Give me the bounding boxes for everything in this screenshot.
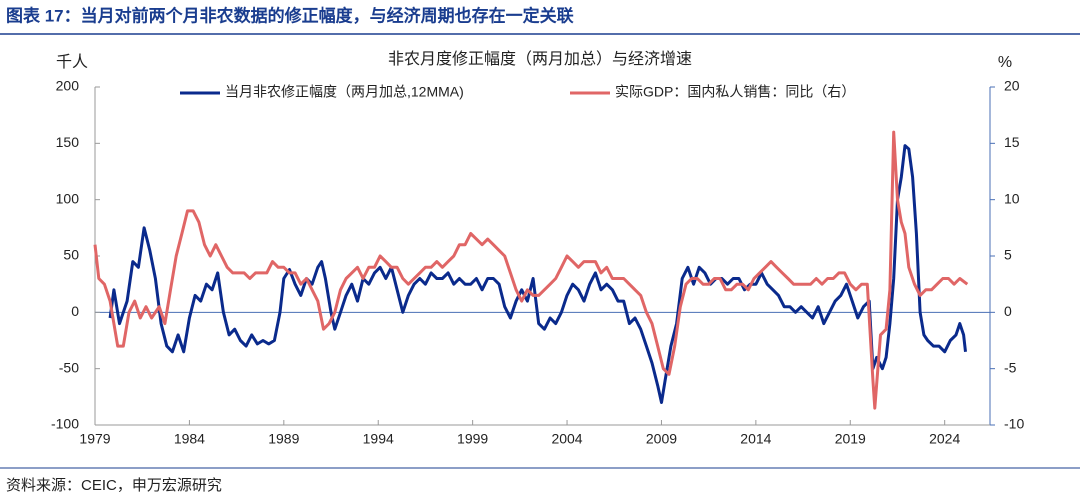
y2-tick-label: -10 xyxy=(1004,416,1024,432)
legend-label: 当月非农修正幅度（两月加总,12MMA) xyxy=(225,84,464,100)
y-tick-label: 150 xyxy=(56,134,80,150)
y2-tick-label: 15 xyxy=(1004,134,1020,150)
series-line xyxy=(93,130,969,410)
x-tick-label: 1999 xyxy=(457,431,488,447)
source: 资料来源：CEIC，申万宏源研究 xyxy=(6,477,222,494)
x-tick-label: 1994 xyxy=(363,431,394,447)
y-tick-label: -100 xyxy=(51,416,79,432)
y-tick-label: 100 xyxy=(56,190,80,206)
x-tick-label: 2019 xyxy=(835,431,866,447)
x-tick-label: 1984 xyxy=(174,431,205,447)
y-tick-label: 0 xyxy=(71,303,79,319)
y-tick-label: 50 xyxy=(63,247,79,263)
x-tick-label: 2024 xyxy=(929,431,960,447)
header: 图表 17：当月对前两个月非农数据的修正幅度，与经济周期也存在一定关联 xyxy=(6,5,574,25)
chart-title: 非农月度修正幅度（两月加总）与经济增速 xyxy=(388,50,692,68)
x-tick-label: 2014 xyxy=(740,431,771,447)
x-tick-label: 1979 xyxy=(79,431,110,447)
y-tick-label: -50 xyxy=(59,359,79,375)
x-tick-label: 1989 xyxy=(268,431,299,447)
y2-axis-label: % xyxy=(998,54,1012,71)
y2-tick-label: 20 xyxy=(1004,78,1020,94)
y2-tick-label: -5 xyxy=(1004,359,1017,375)
y2-tick-label: 10 xyxy=(1004,190,1020,206)
legend-label: 实际GDP：国内私人销售：同比（右） xyxy=(615,84,855,100)
x-tick-label: 2009 xyxy=(646,431,677,447)
y-axis-label: 千人 xyxy=(56,53,88,71)
series-line xyxy=(108,144,967,404)
x-tick-label: 2004 xyxy=(551,431,582,447)
y2-tick-label: 5 xyxy=(1004,247,1012,263)
y-tick-label: 200 xyxy=(56,78,80,94)
y2-tick-label: 0 xyxy=(1004,303,1012,319)
